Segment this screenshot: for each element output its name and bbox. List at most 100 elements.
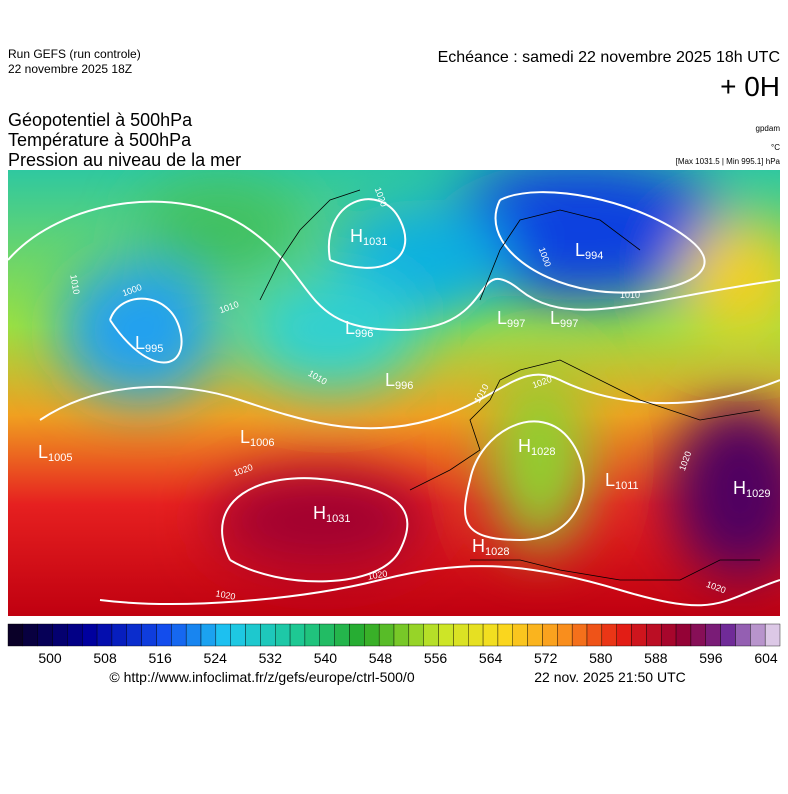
field: Pression au niveau de la mer	[8, 150, 241, 170]
lead-time: + 0H	[720, 71, 780, 102]
colorbar-swatch	[720, 623, 736, 647]
colorbar-swatch	[260, 623, 276, 647]
colorbar-swatch	[200, 623, 217, 647]
colorbar-tick: 500	[38, 650, 62, 666]
colorbar-swatch	[378, 623, 395, 647]
pressure-center: L997	[497, 308, 525, 330]
pressure-center: H1028	[518, 436, 555, 458]
colorbar-swatch	[646, 623, 662, 647]
colorbar-swatch	[675, 623, 692, 647]
colorbar-swatch	[542, 623, 558, 647]
colorbar-swatch	[319, 623, 335, 647]
colorbar-swatch	[111, 623, 127, 647]
pressure-center: L1005	[38, 442, 73, 464]
colorbar-swatch	[304, 623, 320, 647]
colorbar-tick: 508	[93, 650, 117, 666]
colorbar-swatch	[408, 623, 424, 647]
colorbar-swatch	[438, 623, 454, 647]
center-value: 1031	[326, 513, 350, 525]
colorbar-swatch	[616, 623, 632, 647]
colorbar-tick: 524	[204, 650, 228, 666]
pressure-range: [Max 1031.5 | Min 995.1] hPa	[676, 157, 781, 166]
colorbar-swatch	[690, 623, 706, 647]
pressure-center: H1028	[472, 536, 509, 558]
colorbar-swatch	[82, 623, 98, 647]
colorbar-swatch	[349, 623, 365, 647]
colorbar-swatch	[512, 623, 528, 647]
center-type: L	[135, 333, 145, 353]
center-type: H	[313, 503, 326, 523]
colorbar-swatch	[141, 623, 157, 647]
center-value: 1005	[48, 452, 72, 464]
pressure-center: H1031	[313, 503, 350, 525]
center-value: 1006	[250, 437, 274, 449]
center-value: 1028	[485, 546, 509, 558]
colorbar-tick: 580	[589, 650, 613, 666]
colorbar-swatch	[468, 623, 484, 647]
run-date: 22 novembre 2025 18Z	[8, 62, 132, 76]
center-value: 995	[145, 343, 163, 355]
center-value: 1011	[615, 480, 639, 492]
valid-time: Echéance : samedi 22 novembre 2025 18h U…	[438, 49, 780, 66]
colorbar-swatch	[22, 623, 38, 647]
pressure-center: L996	[345, 318, 373, 340]
colorbar-swatch	[245, 623, 261, 647]
isobar-label: 1020	[215, 588, 236, 601]
colorbar-swatch	[557, 623, 573, 647]
center-value: 996	[395, 380, 413, 392]
colorbar-tick: 604	[754, 650, 778, 666]
field: Géopotentiel à 500hPa	[8, 110, 193, 130]
pressure-center: L996	[385, 370, 413, 392]
colorbar-swatch	[705, 623, 721, 647]
center-type: L	[38, 442, 48, 462]
center-type: L	[575, 240, 585, 260]
center-value: 994	[585, 250, 603, 262]
center-value: 1029	[746, 488, 770, 500]
colorbar-swatch	[52, 623, 68, 647]
colorbar-swatch	[37, 623, 53, 647]
isobar-label: 1010	[68, 274, 81, 295]
center-value: 1028	[531, 446, 555, 458]
colorbar-swatch	[96, 623, 113, 647]
pressure-center: H1031	[350, 226, 387, 248]
center-type: L	[605, 470, 615, 490]
isobar-label: 1020	[367, 568, 388, 581]
colorbar-swatch	[275, 623, 291, 647]
colorbar-swatch	[126, 623, 142, 647]
center-type: H	[472, 536, 485, 556]
colorbar-swatch	[393, 623, 410, 647]
pressure-center: L1011	[605, 470, 639, 492]
source: © http://www.infoclimat.fr/z/gefs/europe…	[109, 669, 414, 685]
unit: °C	[771, 143, 780, 152]
colorbar-swatch	[364, 623, 380, 647]
center-type: H	[518, 436, 531, 456]
colorbar-swatch	[7, 623, 24, 647]
colorbar-swatch	[750, 623, 766, 647]
colorbar-tick: 588	[644, 650, 668, 666]
pressure-centers: H1031L996L996L995L1005L1006H1031H1028L99…	[38, 226, 770, 558]
pressure-center: L1006	[240, 427, 275, 449]
colorbar-swatch	[215, 623, 231, 647]
center-type: L	[550, 308, 560, 328]
colorbar-tick: 564	[479, 650, 503, 666]
colorbar-swatch	[482, 623, 499, 647]
colorbar: 500 508 516 524 532 540 548 556 564 572 580 588 596 6…	[7, 623, 781, 666]
colorbar-tick: 556	[424, 650, 448, 666]
pressure-center: L997	[550, 308, 578, 330]
center-value: 1031	[363, 236, 387, 248]
run: Run GEFS (run controle)	[8, 47, 141, 61]
colorbar-swatch	[735, 623, 751, 647]
colorbar-tick: 540	[314, 650, 338, 666]
colorbar-swatch	[67, 623, 83, 647]
colorbar-swatch	[185, 623, 202, 647]
isobar-label: 1010	[620, 290, 640, 300]
colorbar-swatch	[586, 623, 603, 647]
colorbar-tick: 572	[534, 650, 558, 666]
generated: 22 nov. 2025 21:50 UTC	[534, 669, 686, 685]
colorbar-swatch	[230, 623, 246, 647]
colorbar-swatch	[527, 623, 543, 647]
colorbar-tick: 516	[148, 650, 172, 666]
unit: gpdam	[756, 124, 781, 133]
center-type: L	[385, 370, 395, 390]
